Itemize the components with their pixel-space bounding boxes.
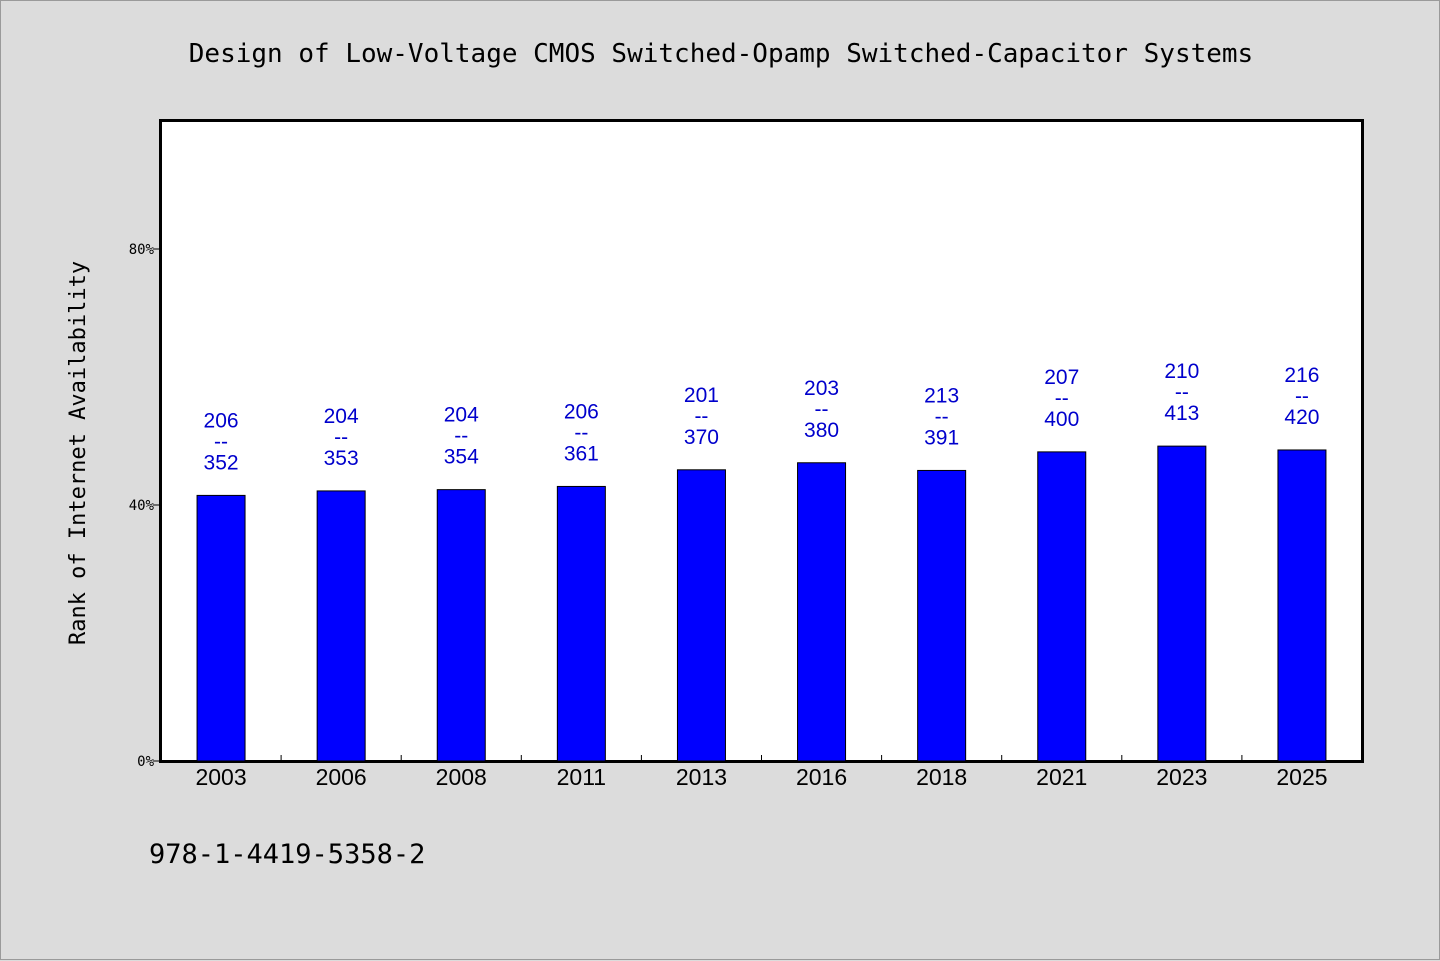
data-label: -- xyxy=(334,426,348,449)
y-axis: 0% 40% 80% xyxy=(129,242,161,770)
bar xyxy=(676,469,726,762)
x-tick-label: 2013 xyxy=(676,764,727,790)
data-label: 210 xyxy=(1164,360,1199,383)
bar xyxy=(436,489,486,762)
x-tick-label: 2006 xyxy=(316,764,367,790)
data-label: -- xyxy=(214,430,228,453)
data-label: 400 xyxy=(1044,408,1079,431)
data-label: 207 xyxy=(1044,366,1079,389)
footnote-isbn: 978-1-4419-5358-2 xyxy=(149,839,425,870)
chart-title: Design of Low-Voltage CMOS Switched-Opam… xyxy=(189,39,1253,69)
x-tick-label: 2018 xyxy=(916,764,967,790)
data-label: 201 xyxy=(684,384,719,407)
bar xyxy=(1037,451,1087,762)
bar xyxy=(556,485,606,762)
data-label: 354 xyxy=(444,446,479,469)
bar xyxy=(196,494,246,762)
x-tick-label: 2003 xyxy=(195,764,246,790)
bar-series xyxy=(196,445,1327,762)
data-label: 420 xyxy=(1284,406,1319,429)
data-label: 206 xyxy=(204,409,239,432)
bar xyxy=(797,462,847,762)
data-label: 203 xyxy=(804,377,839,400)
data-label: 213 xyxy=(924,384,959,407)
bar xyxy=(1157,445,1207,762)
y-axis-label: Rank of Internet Availability xyxy=(66,261,91,645)
data-label: 204 xyxy=(324,405,359,428)
data-label: -- xyxy=(815,398,829,421)
data-label: 352 xyxy=(204,451,239,474)
data-labels: 206--352204--353204--354206--361201--370… xyxy=(204,360,1320,474)
y-tick-label: 40% xyxy=(129,498,155,514)
data-label: 206 xyxy=(564,400,599,423)
data-label: 380 xyxy=(804,419,839,442)
data-label: -- xyxy=(454,425,468,448)
x-tick-label: 2021 xyxy=(1036,764,1087,790)
data-label: -- xyxy=(935,405,949,428)
y-tick-label: 80% xyxy=(129,242,155,258)
bar xyxy=(917,469,967,762)
data-label: 370 xyxy=(684,426,719,449)
x-axis: 2003 2006 2008 2011 2013 2016 2018 2021 2023 2025 xyxy=(195,755,1328,790)
data-label: -- xyxy=(1295,385,1309,408)
x-tick-label: 2023 xyxy=(1156,764,1207,790)
data-label: -- xyxy=(574,421,588,444)
data-label: -- xyxy=(1055,387,1069,410)
data-label: -- xyxy=(1175,381,1189,404)
bar xyxy=(1277,449,1327,762)
x-tick-label: 2025 xyxy=(1276,764,1327,790)
x-tick-label: 2008 xyxy=(436,764,487,790)
data-label: -- xyxy=(694,405,708,428)
data-label: 353 xyxy=(324,447,359,470)
x-tick-label: 2016 xyxy=(796,764,847,790)
y-tick-label: 0% xyxy=(137,754,154,770)
x-tick-label: 2011 xyxy=(557,764,606,790)
data-label: 391 xyxy=(924,426,959,449)
data-label: 413 xyxy=(1164,402,1199,425)
data-label: 216 xyxy=(1284,364,1319,387)
data-label: 204 xyxy=(444,404,479,427)
bar xyxy=(316,490,366,762)
data-label: 361 xyxy=(564,442,599,465)
